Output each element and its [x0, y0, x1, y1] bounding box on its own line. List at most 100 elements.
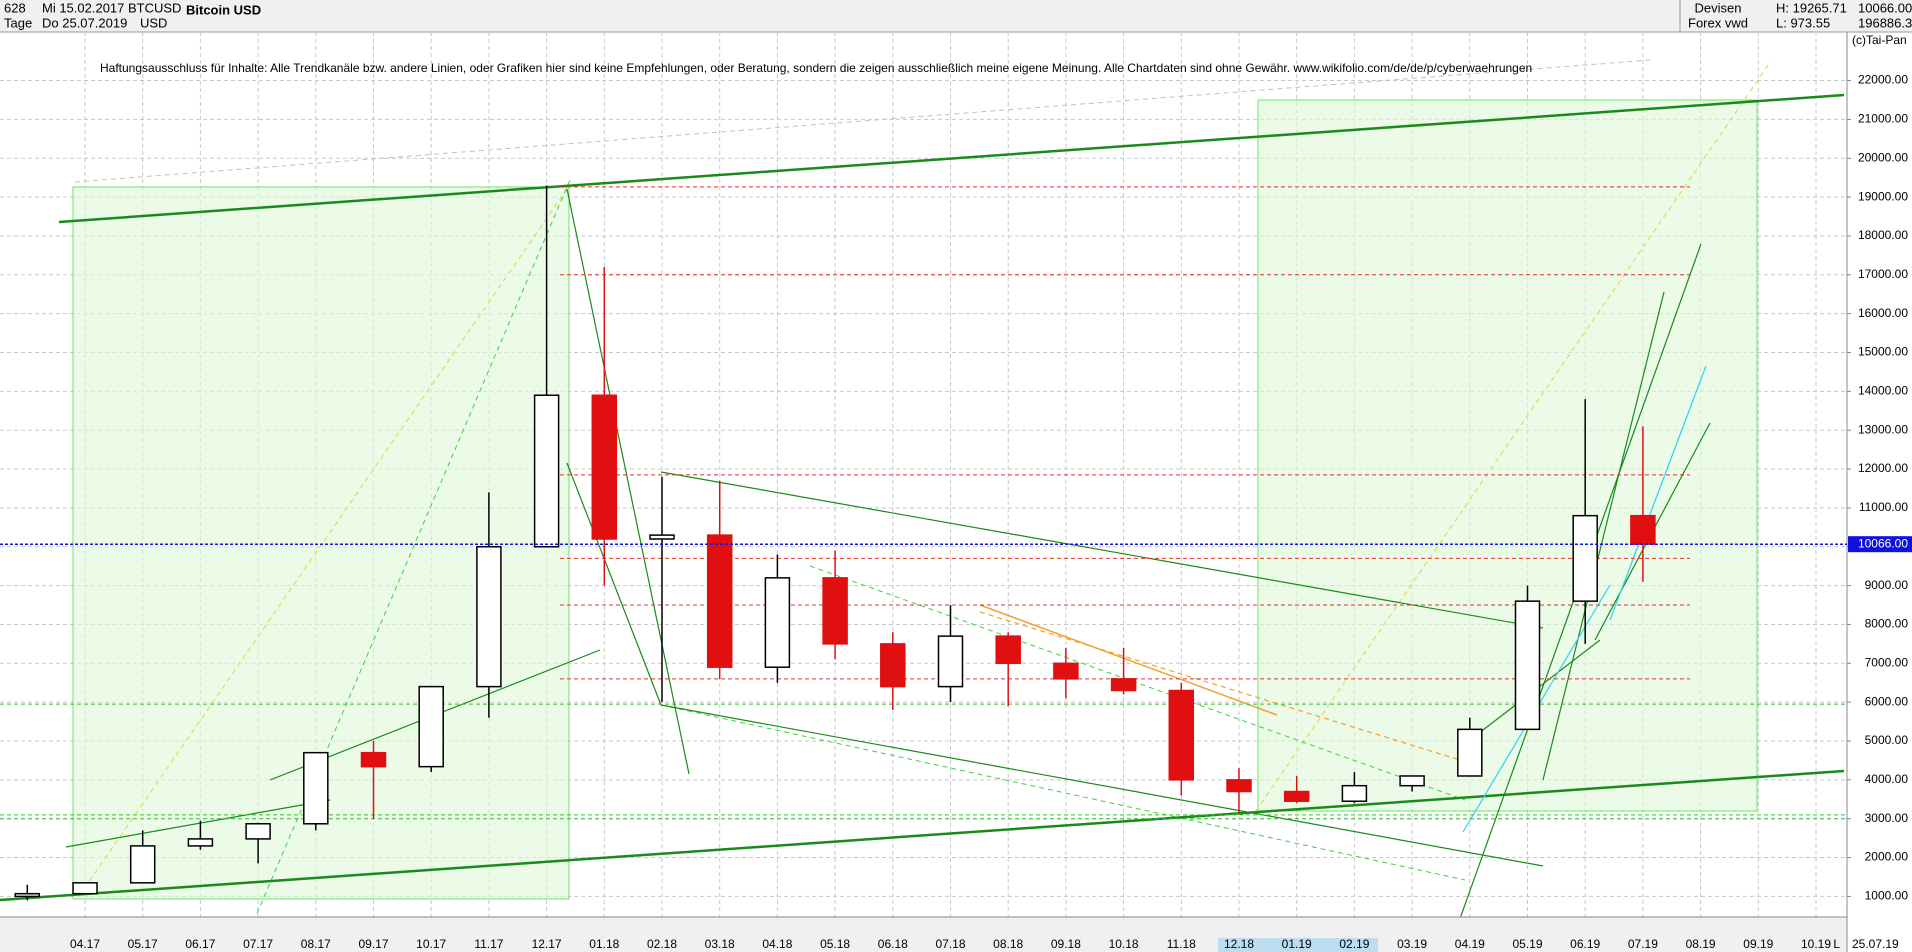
y-tick-label: 15000.00 — [1858, 345, 1908, 359]
candle-body — [72, 882, 98, 895]
x-axis-band — [0, 917, 1847, 952]
y-tick-label: 12000.00 — [1858, 461, 1908, 475]
x-tick-label: 07.17 — [243, 937, 273, 951]
y-tick-label: 3000.00 — [1865, 811, 1909, 825]
x-tick-label: 01.18 — [589, 937, 619, 951]
trend-line — [660, 704, 1466, 881]
y-tick-label: 20000.00 — [1858, 150, 1908, 164]
x-tick-label: 12.18 — [1224, 937, 1254, 951]
trend-line — [566, 188, 690, 775]
x-tick-label: 05.19 — [1512, 937, 1542, 951]
candle-body — [1514, 600, 1541, 731]
x-tick-label: 06.17 — [185, 937, 215, 951]
candle-body — [360, 751, 387, 768]
last: 10066.00 — [1858, 0, 1912, 15]
candle-body — [937, 635, 964, 688]
candle-body — [1572, 514, 1598, 602]
x-tick-label: 08.19 — [1686, 937, 1716, 951]
candle-body — [14, 892, 41, 898]
trend-line — [979, 604, 1278, 716]
candle-body — [591, 394, 618, 540]
candle-body — [1341, 784, 1368, 802]
x-tick-label: 08.18 — [993, 937, 1023, 951]
candle-body — [1168, 689, 1195, 781]
volume: 196886.3/ — [1858, 15, 1912, 30]
trend-line — [1542, 291, 1665, 781]
x-tick-label: 09.17 — [358, 937, 388, 951]
y-tick-label: 22000.00 — [1858, 73, 1908, 87]
y-tick-label: 19000.00 — [1858, 189, 1908, 203]
y-tick-label: 21000.00 — [1858, 112, 1908, 126]
candle-body — [418, 685, 444, 768]
period: Tage — [4, 15, 32, 30]
copyright: (c)Tai-Pan — [1852, 33, 1907, 47]
axis-end-date: 25.07.19 — [1852, 937, 1899, 951]
x-tick-label: 05.17 — [128, 937, 158, 951]
y-tick-label: 17000.00 — [1858, 267, 1908, 281]
candle-body — [995, 635, 1021, 665]
x-tick-label: 05.18 — [820, 937, 850, 951]
candle-body — [649, 534, 675, 540]
y-tick-label: 14000.00 — [1858, 384, 1908, 398]
y-tick-label: 7000.00 — [1865, 655, 1909, 669]
start-date: Mi 15.02.2017 — [42, 0, 124, 15]
header-bar — [0, 0, 1912, 32]
x-tick-label: 12.17 — [532, 937, 562, 951]
x-tick-label: 03.18 — [705, 937, 735, 951]
x-tick-label: 09.19 — [1743, 937, 1773, 951]
selection — [1218, 938, 1378, 952]
candle-body — [533, 394, 560, 548]
end-date: Do 25.07.2019 — [42, 15, 127, 30]
trend-line — [660, 704, 1544, 867]
candle-body — [303, 751, 329, 825]
last-price-label: 10066.00 — [1858, 536, 1908, 550]
candle-body — [1226, 779, 1252, 793]
y-tick-label: 11000.00 — [1859, 500, 1908, 514]
x-tick-label: 01.19 — [1282, 937, 1312, 951]
x-tick-label: 07.19 — [1628, 937, 1658, 951]
candle-body — [880, 643, 906, 688]
y-tick-label: 16000.00 — [1858, 306, 1908, 320]
candle-body — [1399, 775, 1425, 787]
trend-line — [1255, 60, 1772, 812]
high: H: 19265.71 — [1776, 0, 1847, 15]
candle-body — [706, 534, 733, 668]
x-tick-label: 04.18 — [762, 937, 792, 951]
x-tick-label: 07.18 — [935, 937, 965, 951]
axis-end-marker: L — [1833, 937, 1840, 951]
candle-body — [1283, 790, 1310, 802]
y-tick-label: 1000.00 — [1865, 889, 1909, 903]
candle-body — [822, 577, 848, 645]
y-tick-label: 6000.00 — [1865, 694, 1909, 708]
trend-line — [660, 471, 1544, 629]
title: Bitcoin USD — [186, 2, 261, 17]
low: L: 973.55 — [1776, 15, 1830, 30]
x-tick-label: 02.19 — [1339, 937, 1369, 951]
symbol: BTCUSD — [128, 0, 181, 15]
x-tick-label: 11.17 — [474, 937, 503, 951]
candle-body — [245, 823, 271, 840]
x-tick-label: 11.18 — [1167, 937, 1196, 951]
trend-line — [74, 59, 1651, 183]
trend-line — [78, 188, 568, 897]
x-tick-label: 10.17 — [416, 937, 446, 951]
y-tick-label: 9000.00 — [1865, 578, 1909, 592]
trend-line — [566, 462, 662, 706]
trend-line — [65, 799, 331, 848]
currency: USD — [140, 15, 167, 30]
x-tick-label: 02.18 — [647, 937, 677, 951]
x-tick-label: 10.19 — [1801, 937, 1831, 951]
x-tick-label: 04.17 — [70, 937, 100, 951]
candle-body — [1053, 662, 1079, 680]
last-price-box — [1848, 536, 1912, 553]
candle-body — [1630, 514, 1656, 545]
x-tick-label: 06.18 — [878, 937, 908, 951]
x-tick-label: 08.17 — [301, 937, 331, 951]
y-tick-label: 4000.00 — [1865, 772, 1909, 786]
x-tick-label: 04.19 — [1455, 937, 1485, 951]
x-tick-label: 10.18 — [1109, 937, 1139, 951]
candle-body — [1110, 678, 1137, 692]
y-tick-label: 8000.00 — [1865, 617, 1909, 631]
y-tick-label: 18000.00 — [1858, 228, 1908, 242]
